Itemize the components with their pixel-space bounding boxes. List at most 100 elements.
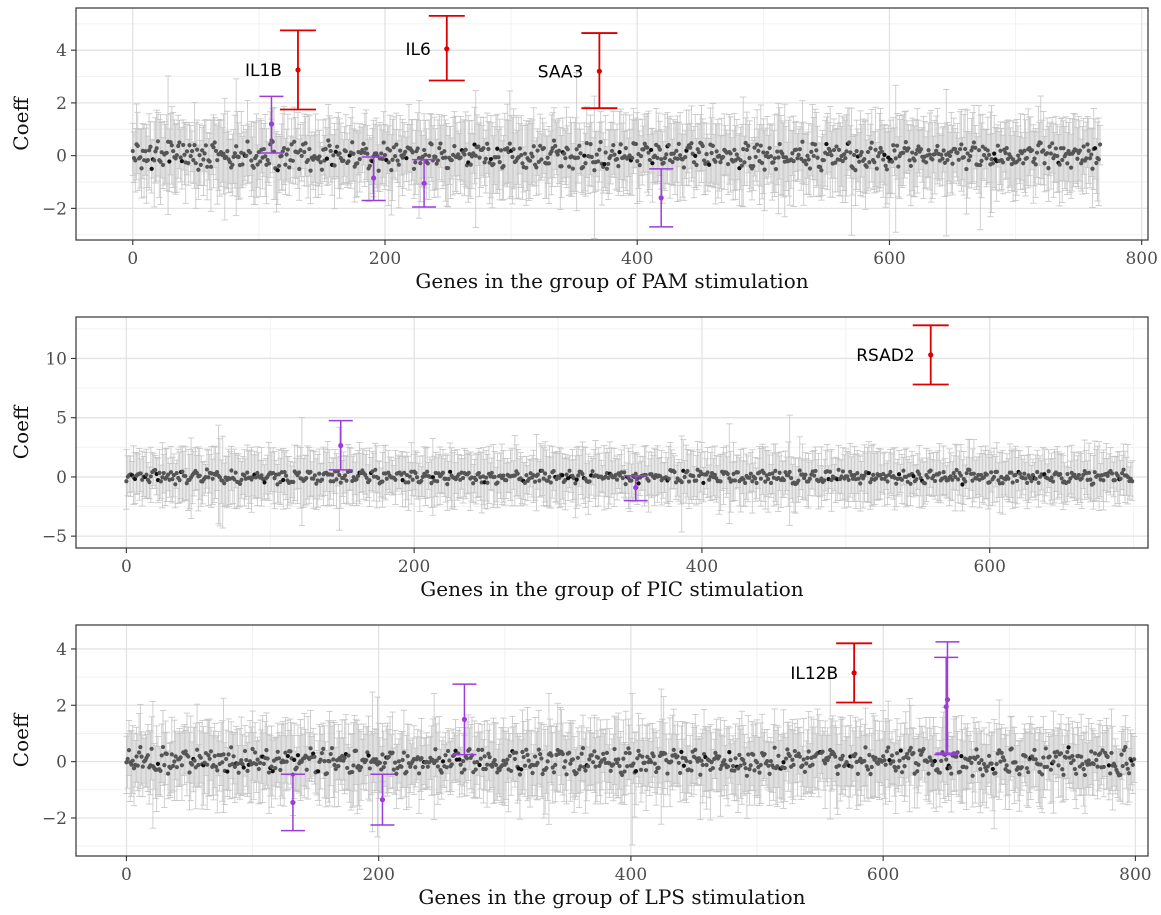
pam-axes: 0 200 400 600 800 −2 0 2 4 xyxy=(42,41,1158,269)
gene-point xyxy=(758,143,763,148)
gene-point xyxy=(876,154,881,159)
gene-point xyxy=(517,146,523,151)
gene-point xyxy=(324,156,330,161)
gene-point xyxy=(583,161,588,166)
gene-point xyxy=(337,151,342,156)
gene-point xyxy=(292,139,297,144)
gene-point xyxy=(482,160,487,165)
gene-point xyxy=(361,141,366,146)
gene-point xyxy=(959,142,964,147)
gene-point xyxy=(468,162,473,167)
gene-point xyxy=(133,158,138,163)
gene-point xyxy=(926,148,931,153)
gene-point xyxy=(387,148,393,153)
gene-point xyxy=(710,143,715,149)
gene-point xyxy=(693,153,698,158)
gene-point xyxy=(998,148,1003,153)
gene-point xyxy=(775,149,780,154)
gene-point xyxy=(276,163,282,168)
gene-point xyxy=(143,149,148,154)
gene-point xyxy=(859,150,864,155)
gene-point xyxy=(477,155,482,160)
gene-point xyxy=(386,160,391,165)
gene-point xyxy=(438,141,443,146)
gene-point xyxy=(266,161,272,166)
gene-point xyxy=(990,161,995,166)
gene-point xyxy=(992,151,997,156)
highlighted-gene-point xyxy=(421,180,427,186)
gene-point xyxy=(762,167,767,172)
gene-point xyxy=(691,160,697,165)
gene-point xyxy=(1087,156,1093,161)
gene-point xyxy=(689,141,694,146)
gene-point xyxy=(734,152,739,157)
gene-point xyxy=(956,157,961,162)
gene-point xyxy=(995,143,1001,148)
gene-point xyxy=(741,147,746,152)
gene-point xyxy=(939,152,944,157)
gene-point xyxy=(854,149,859,154)
gene-point xyxy=(674,148,679,153)
gene-point xyxy=(213,148,219,153)
gene-point xyxy=(317,154,322,159)
gene-point xyxy=(869,140,874,145)
gene-point xyxy=(203,143,209,148)
gene-point xyxy=(575,155,581,160)
gene-point xyxy=(510,154,515,160)
gene-point xyxy=(495,146,500,151)
gene-point xyxy=(437,146,442,151)
pam-x-axis-title: Genes in the group of PAM stimulation xyxy=(415,269,808,293)
gene-point xyxy=(1032,156,1037,161)
gene-point xyxy=(932,152,937,157)
gene-point xyxy=(289,142,294,147)
gene-point xyxy=(578,151,583,156)
gene-point xyxy=(538,143,543,148)
gene-point xyxy=(574,147,579,152)
gene-point xyxy=(714,149,719,154)
gene-point xyxy=(332,163,337,168)
gene-point xyxy=(661,160,666,165)
gene-point xyxy=(1003,150,1008,156)
gene-point xyxy=(319,167,325,172)
gene-point xyxy=(200,148,205,153)
gene-point xyxy=(331,153,336,158)
gene-point xyxy=(350,140,355,145)
gene-point xyxy=(435,158,441,163)
gene-point xyxy=(164,150,169,155)
gene-point xyxy=(930,157,935,162)
gene-point xyxy=(1021,161,1026,166)
gene-point xyxy=(232,151,238,156)
gene-point xyxy=(847,140,852,145)
gene-point xyxy=(249,158,254,163)
gene-point xyxy=(255,162,260,167)
highlighted-gene xyxy=(649,168,674,228)
gene-point xyxy=(878,145,883,151)
gene-point xyxy=(355,161,360,166)
highlighted-gene-point xyxy=(658,195,664,201)
gene-point xyxy=(481,146,486,151)
gene-point xyxy=(176,143,181,149)
gene-point xyxy=(864,164,869,169)
highlighted-gene-point xyxy=(268,121,275,127)
gene-point xyxy=(633,141,639,147)
gene-point xyxy=(799,156,804,161)
gene-point xyxy=(323,146,328,151)
gene-point xyxy=(935,143,940,149)
gene-point xyxy=(173,156,178,161)
gene-point xyxy=(903,140,908,145)
gene-point xyxy=(327,143,332,148)
gene-point xyxy=(1065,161,1070,166)
gene-point xyxy=(1074,148,1079,153)
gene-point xyxy=(743,140,748,146)
gene-point xyxy=(879,149,884,154)
gene-point xyxy=(678,153,683,158)
gene-point xyxy=(751,163,756,169)
gene-point xyxy=(713,159,718,164)
gene-point xyxy=(524,165,529,170)
highlighted-gene-point xyxy=(371,175,377,181)
gene-point xyxy=(843,156,848,161)
gene-point xyxy=(824,141,829,147)
gene-point xyxy=(670,159,675,165)
gene-point xyxy=(979,158,984,163)
